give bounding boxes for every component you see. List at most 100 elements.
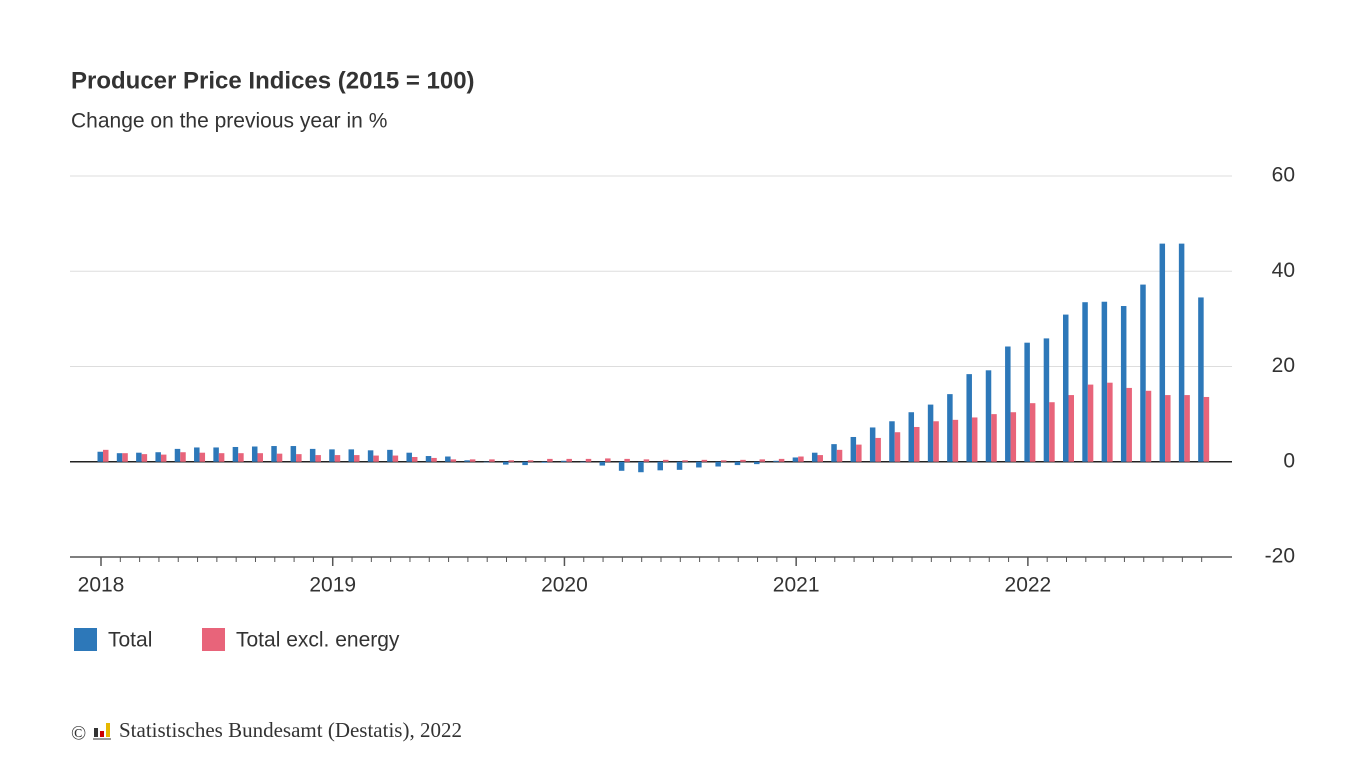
bar: [1184, 395, 1190, 462]
bar: [585, 458, 592, 462]
bar: [1126, 387, 1132, 462]
bar: [354, 455, 360, 462]
x-tick-label: 2021: [773, 574, 820, 597]
bar: [296, 454, 302, 462]
bar: [734, 461, 741, 466]
legend-swatch: [74, 628, 97, 651]
bar: [560, 460, 567, 462]
bar: [406, 452, 412, 462]
bar: [373, 455, 379, 462]
y-tick-label: 20: [1272, 354, 1295, 377]
bar: [315, 455, 321, 462]
bar: [387, 449, 393, 462]
bar: [367, 450, 374, 462]
bar: [483, 461, 490, 463]
logo-base: [93, 738, 111, 740]
bar: [425, 456, 432, 462]
bar: [194, 447, 200, 462]
bar: [1198, 297, 1204, 462]
bar: [927, 404, 934, 462]
bar: [624, 458, 630, 462]
bar: [914, 426, 920, 462]
bar: [160, 454, 167, 462]
footer: © Statistisches Bundesamt (Destatis), 20…: [71, 718, 462, 745]
bar: [778, 458, 785, 462]
source: Statistisches Bundesamt (Destatis), 2022: [119, 718, 462, 742]
bar: [792, 457, 799, 462]
logo-bar: [100, 731, 104, 737]
bar: [251, 446, 258, 462]
bar: [97, 451, 103, 462]
bar: [522, 461, 528, 466]
bar: [1178, 243, 1185, 462]
bar: [1101, 301, 1108, 462]
bar: [1024, 342, 1030, 462]
bar: [309, 448, 316, 462]
bar: [836, 449, 843, 462]
bar: [947, 394, 953, 462]
bar: [1082, 302, 1088, 462]
bar: [392, 455, 399, 462]
bar: [257, 453, 263, 462]
bar: [527, 460, 534, 462]
bar: [580, 461, 586, 463]
bar: [643, 459, 650, 462]
bar: [773, 460, 779, 462]
bar: [1068, 395, 1074, 462]
bar: [599, 461, 606, 466]
legend-label: Total: [108, 629, 152, 652]
bar: [431, 457, 437, 462]
bar: [850, 436, 857, 462]
bar: [952, 419, 959, 462]
chart-subtitle: Change on the previous year in %: [71, 110, 387, 133]
bar: [232, 446, 239, 462]
bar: [1107, 382, 1113, 462]
bar: [334, 455, 341, 462]
bar: [489, 459, 495, 462]
bar: [290, 446, 297, 462]
bar: [541, 461, 548, 463]
y-tick-label: 40: [1272, 259, 1295, 282]
bar: [503, 461, 509, 465]
bar: [1145, 390, 1152, 462]
bar: [174, 448, 181, 462]
logo-bar: [106, 723, 110, 737]
bar: [508, 460, 515, 462]
bar: [740, 459, 746, 462]
bar: [1049, 402, 1055, 462]
bar: [933, 421, 939, 462]
bar: [1087, 384, 1094, 462]
bar: [155, 452, 161, 462]
bar: [141, 454, 148, 462]
bar: [445, 456, 451, 462]
bar: [662, 459, 669, 462]
bar: [894, 432, 901, 462]
bar: [1063, 314, 1069, 462]
bar: [889, 421, 895, 462]
bar: [856, 444, 862, 462]
x-tick-label: 2019: [309, 574, 356, 597]
bar: [638, 461, 644, 473]
bar: [991, 414, 997, 462]
bar: [566, 458, 572, 462]
bar: [676, 461, 683, 470]
bar: [1120, 306, 1127, 462]
bar: [657, 461, 663, 471]
bar: [1005, 346, 1011, 462]
bar: [1029, 403, 1036, 462]
bar: [701, 459, 708, 462]
x-tick-label: 2020: [541, 574, 588, 597]
bar: [1159, 243, 1166, 462]
y-tick-label: -20: [1265, 545, 1295, 568]
chart-title: Producer Price Indices (2015 = 100): [71, 67, 475, 94]
x-tick-label: 2018: [78, 574, 125, 597]
bar: [1203, 396, 1210, 462]
bar: [605, 458, 611, 462]
bar: [464, 460, 470, 462]
bar: [831, 444, 837, 462]
bar: [875, 437, 881, 462]
bar: [754, 461, 760, 465]
bar: [276, 453, 283, 462]
logo-bar: [94, 728, 98, 737]
